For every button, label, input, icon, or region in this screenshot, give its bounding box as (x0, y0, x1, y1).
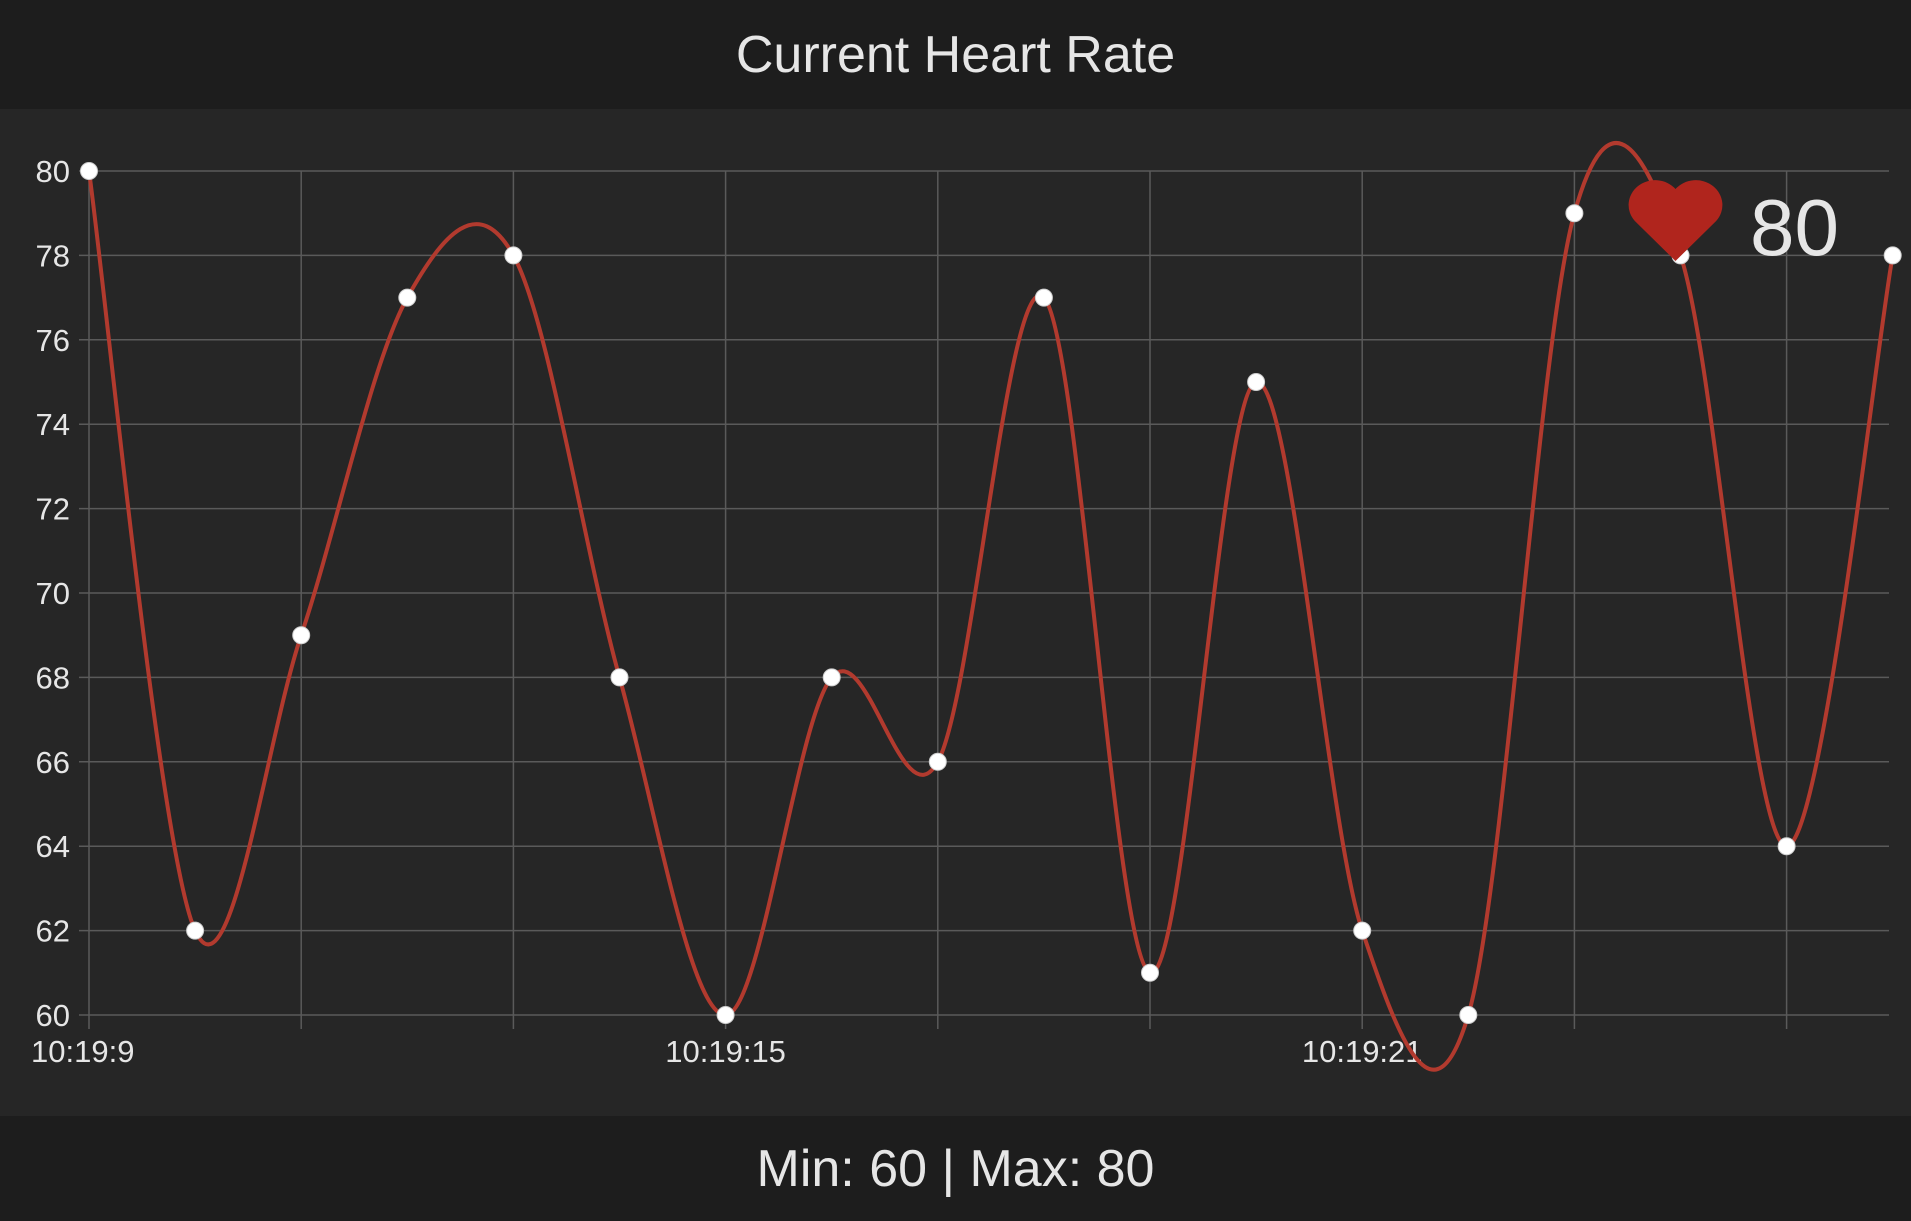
data-point (610, 668, 629, 687)
data-point (1247, 373, 1266, 391)
header: Current Heart Rate (0, 0, 1911, 109)
chart-panel: 80 78 76 74 72 70 68 66 64 62 60 10:19:9 10:19:15 10… (0, 109, 1911, 1116)
heart-rate-line (87, 140, 1895, 1072)
data-point (716, 1006, 735, 1024)
data-point (186, 921, 205, 940)
x-tick-label: 10:19:15 (665, 1034, 786, 1069)
data-point (1034, 288, 1053, 307)
y-tick-label: 60 (36, 998, 70, 1033)
y-tick-label: 74 (36, 407, 70, 442)
data-point (1565, 204, 1584, 223)
data-point (1459, 1006, 1478, 1024)
min-max-summary: Min: 60 | Max: 80 (757, 1139, 1155, 1199)
separator: | (941, 1139, 956, 1198)
min-label: Min: (756, 1139, 855, 1198)
x-axis-ticks: 10:19:9 10:19:15 10:19:21 (31, 1034, 1423, 1069)
data-point (80, 162, 98, 180)
min-value: 60 (869, 1139, 928, 1198)
y-tick-label: 64 (36, 829, 70, 864)
y-tick-label: 76 (36, 323, 70, 358)
y-tick-label: 68 (36, 660, 70, 695)
chart-title: Current Heart Rate (735, 25, 1176, 84)
y-tick-label: 72 (36, 492, 70, 527)
x-tick-label: 10:19:9 (31, 1034, 134, 1069)
data-point (928, 752, 947, 771)
y-axis-ticks: 80 78 76 74 72 70 68 66 64 62 60 (36, 154, 70, 1033)
max-value: 80 (1096, 1139, 1155, 1198)
heart-icon (1628, 180, 1723, 261)
data-point (1777, 837, 1796, 856)
data-point (504, 246, 523, 265)
data-point (1883, 246, 1902, 265)
max-label: Max: (969, 1139, 1083, 1198)
current-value: 80 (1750, 183, 1839, 272)
y-tick-label: 66 (36, 745, 70, 780)
data-point (292, 626, 311, 645)
data-point (1353, 921, 1372, 940)
data-point (822, 668, 841, 687)
y-tick-label: 62 (36, 914, 70, 949)
data-point (398, 288, 417, 307)
footer: Min: 60 | Max: 80 (0, 1116, 1911, 1221)
y-tick-label: 78 (36, 238, 70, 273)
y-tick-label: 70 (36, 576, 70, 611)
current-readout: 80 (1628, 180, 1839, 272)
data-point (1141, 963, 1159, 982)
y-tick-label: 80 (36, 154, 70, 189)
chart-grid (79, 170, 1889, 1029)
